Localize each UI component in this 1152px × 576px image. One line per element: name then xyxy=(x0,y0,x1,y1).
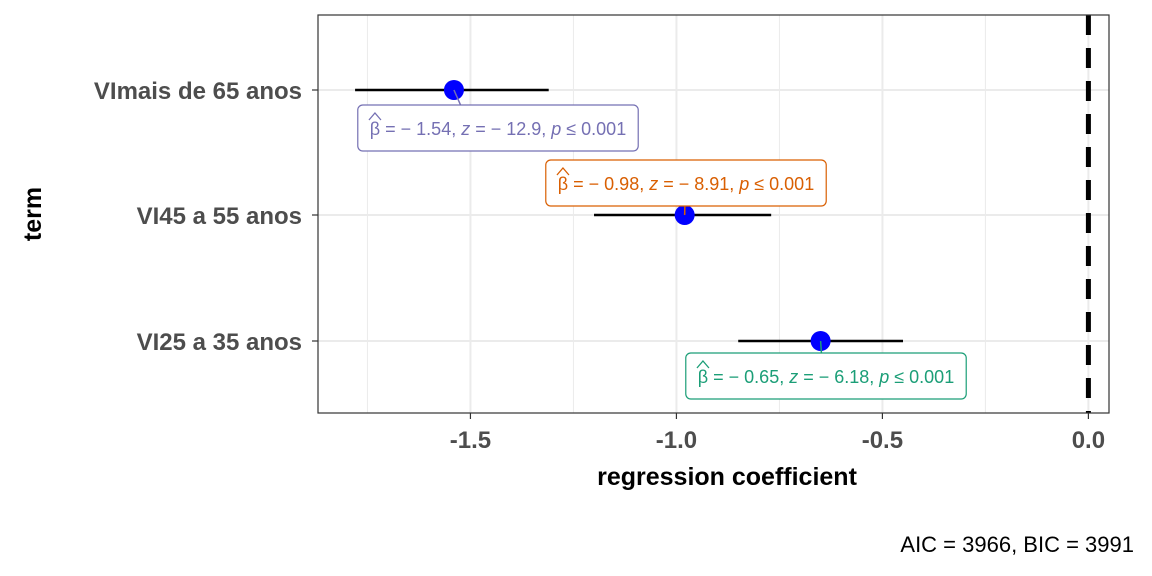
x-tick-label: 0.0 xyxy=(1072,427,1105,454)
beta-hat xyxy=(556,167,570,176)
annotation-box xyxy=(685,352,967,400)
x-tick-label: -1.0 xyxy=(656,427,697,454)
x-axis-title: regression coefficient xyxy=(597,463,857,491)
beta-hat xyxy=(368,112,382,121)
y-tick-label: VImais de 65 anos xyxy=(94,78,302,105)
annotation-label: β = − 0.98, z = − 8.91, p ≤ 0.001 xyxy=(545,159,827,207)
plot-panel-border xyxy=(317,14,1110,414)
y-tick-label: VI25 a 35 anos xyxy=(137,329,302,356)
annotation-connector xyxy=(453,89,462,106)
x-axis: -1.5 -1.0 -0.5 0.0 xyxy=(450,413,1105,454)
annotation-text: β = − 1.54, z = − 12.9, p ≤ 0.001 xyxy=(370,119,626,139)
annotation-connector xyxy=(819,340,823,354)
beta-hat xyxy=(696,360,710,369)
annotation-box xyxy=(357,104,639,152)
annotation-text: β = − 0.98, z = − 8.91, p ≤ 0.001 xyxy=(558,174,814,194)
annotation-label: β = − 0.65, z = − 6.18, p ≤ 0.001 xyxy=(685,352,967,400)
annotation-text: β = − 0.65, z = − 6.18, p ≤ 0.001 xyxy=(698,367,954,387)
y-axis-title: term xyxy=(19,187,47,241)
y-axis: VImais de 65 anos VI45 a 55 anos VI25 a 35… xyxy=(94,78,318,356)
x-tick-label: -1.5 xyxy=(450,427,491,454)
x-tick-label: -0.5 xyxy=(862,427,903,454)
annotation-box xyxy=(545,159,827,207)
annotation-label: β = − 1.54, z = − 12.9, p ≤ 0.001 xyxy=(357,104,639,152)
caption: AIC = 3966, BIC = 3991 xyxy=(900,532,1134,557)
annotation-labels: β = − 1.54, z = − 12.9, p ≤ 0.001 β = − 0… xyxy=(357,89,967,400)
y-tick-label: VI45 a 55 anos xyxy=(137,203,302,230)
